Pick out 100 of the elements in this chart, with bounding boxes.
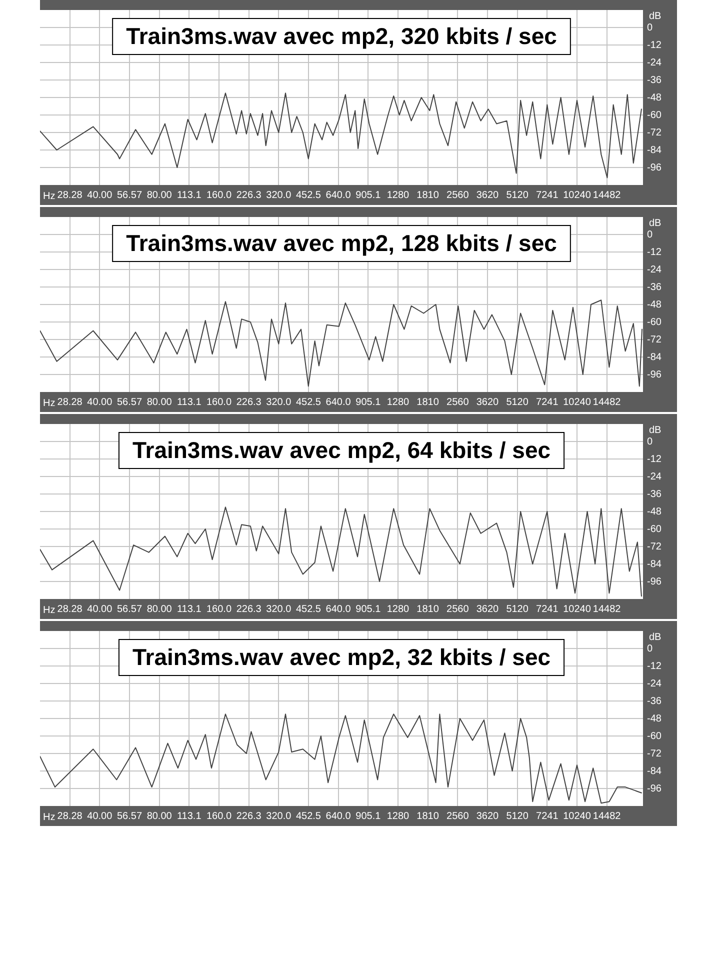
x-axis-title: Hz: [43, 398, 56, 409]
x-tick-label: 56.57: [116, 396, 142, 408]
x-tick-label: 226.3: [236, 396, 262, 408]
y-axis-title: dB: [649, 424, 662, 436]
x-tick-label: 10240: [563, 396, 592, 408]
y-tick-label: -36: [647, 74, 662, 86]
y-tick-label: -12: [647, 40, 662, 51]
y-tick-label: 0: [647, 229, 653, 240]
x-tick-label: 160.0: [206, 396, 232, 408]
x-tick-label: 160.0: [206, 810, 232, 822]
y-tick-label: -84: [647, 352, 662, 363]
y-tick-label: 0: [647, 436, 653, 448]
x-axis-title: Hz: [43, 604, 56, 616]
x-tick-label: 3620: [476, 396, 500, 408]
x-tick-label: 452.5: [296, 190, 322, 201]
y-tick-label: -60: [647, 730, 662, 742]
y-tick-label: -36: [647, 488, 662, 500]
x-tick-label: 3620: [476, 190, 500, 201]
y-tick-label: -60: [647, 524, 662, 535]
x-tick-label: 2560: [446, 810, 470, 822]
y-tick-label: -24: [647, 678, 662, 690]
x-tick-label: 28.28: [57, 810, 83, 822]
x-tick-label: 28.28: [57, 190, 83, 201]
x-tick-label: 905.1: [356, 810, 382, 822]
x-tick-label: 1280: [386, 810, 410, 822]
x-tick-label: 56.57: [116, 604, 142, 615]
y-tick-label: -48: [647, 506, 662, 518]
y-tick-label: -72: [647, 334, 662, 346]
x-tick-label: 905.1: [356, 604, 382, 615]
x-tick-label: 10240: [563, 810, 592, 822]
x-tick-label: 905.1: [356, 396, 382, 408]
x-tick-label: 1810: [416, 604, 440, 615]
x-tick-label: 14482: [592, 190, 622, 201]
y-tick-label: 0: [647, 643, 653, 654]
x-tick-label: 80.00: [146, 604, 172, 615]
x-axis-title: Hz: [43, 190, 56, 202]
y-tick-label: -60: [647, 316, 662, 328]
x-tick-label: 40.00: [87, 396, 113, 408]
x-tick-label: 320.0: [266, 604, 292, 615]
text: Train3ms.wav avec mp2, 64 kbits / sec: [132, 436, 551, 463]
x-tick-label: 226.3: [236, 190, 262, 201]
x-tick-label: 7241: [536, 810, 559, 822]
x-tick-label: 905.1: [356, 190, 382, 201]
x-tick-label: 80.00: [146, 396, 172, 408]
x-tick-label: 320.0: [266, 190, 292, 201]
y-tick-label: -96: [647, 369, 662, 380]
x-tick-label: 40.00: [87, 190, 113, 201]
x-tick-label: 5120: [506, 604, 529, 615]
y-tick-label: -24: [647, 264, 662, 276]
x-tick-label: 5120: [506, 810, 529, 822]
x-tick-label: 113.1: [176, 810, 202, 822]
x-tick-label: 56.57: [116, 190, 142, 201]
x-tick-label: 113.1: [176, 396, 202, 408]
y-tick-label: -84: [647, 558, 662, 570]
y-tick-label: 0: [647, 22, 653, 34]
x-tick-label: 14482: [592, 396, 622, 408]
x-tick-label: 320.0: [266, 810, 292, 822]
x-tick-label: 640.0: [326, 190, 352, 201]
x-tick-label: 14482: [592, 604, 622, 615]
x-tick-label: 1810: [416, 396, 440, 408]
x-tick-label: 7241: [536, 604, 559, 615]
x-tick-label: 160.0: [206, 604, 232, 615]
x-tick-label: 452.5: [296, 604, 322, 615]
x-tick-label: 2560: [446, 190, 470, 201]
y-tick-label: -48: [647, 299, 662, 310]
x-tick-label: 640.0: [326, 396, 352, 408]
x-tick-label: 452.5: [296, 396, 322, 408]
x-tick-label: 640.0: [326, 604, 352, 615]
text: Train3ms.wav avec mp2, 320 kbits / sec: [126, 22, 558, 49]
y-tick-label: -36: [647, 282, 662, 293]
x-tick-label: 113.1: [176, 190, 202, 201]
x-tick-label: 1280: [386, 190, 410, 201]
x-tick-label: 5120: [506, 190, 529, 201]
x-tick-label: 7241: [536, 190, 559, 201]
y-tick-label: -24: [647, 471, 662, 482]
y-tick-label: -96: [647, 162, 662, 174]
y-tick-label: -84: [647, 766, 662, 777]
x-tick-label: 80.00: [146, 190, 172, 201]
y-tick-label: -96: [647, 783, 662, 794]
y-tick-label: -72: [647, 541, 662, 552]
y-tick-label: -12: [647, 246, 662, 258]
x-tick-label: 10240: [563, 604, 592, 615]
y-tick-label: -12: [647, 454, 662, 465]
x-axis-title: Hz: [43, 812, 56, 823]
y-tick-label: -36: [647, 696, 662, 707]
x-tick-label: 56.57: [116, 810, 142, 822]
x-tick-label: 1280: [386, 396, 410, 408]
x-tick-label: 226.3: [236, 604, 262, 615]
y-axis-title: dB: [649, 632, 662, 643]
x-tick-label: 3620: [476, 810, 500, 822]
x-tick-label: 452.5: [296, 810, 322, 822]
x-tick-label: 113.1: [176, 604, 202, 615]
y-tick-label: -96: [647, 576, 662, 588]
x-tick-label: 14482: [592, 810, 622, 822]
x-tick-label: 3620: [476, 604, 500, 615]
y-tick-label: -12: [647, 660, 662, 672]
x-tick-label: 320.0: [266, 396, 292, 408]
y-tick-label: -72: [647, 127, 662, 138]
x-tick-label: 226.3: [236, 810, 262, 822]
x-tick-label: 40.00: [87, 810, 113, 822]
